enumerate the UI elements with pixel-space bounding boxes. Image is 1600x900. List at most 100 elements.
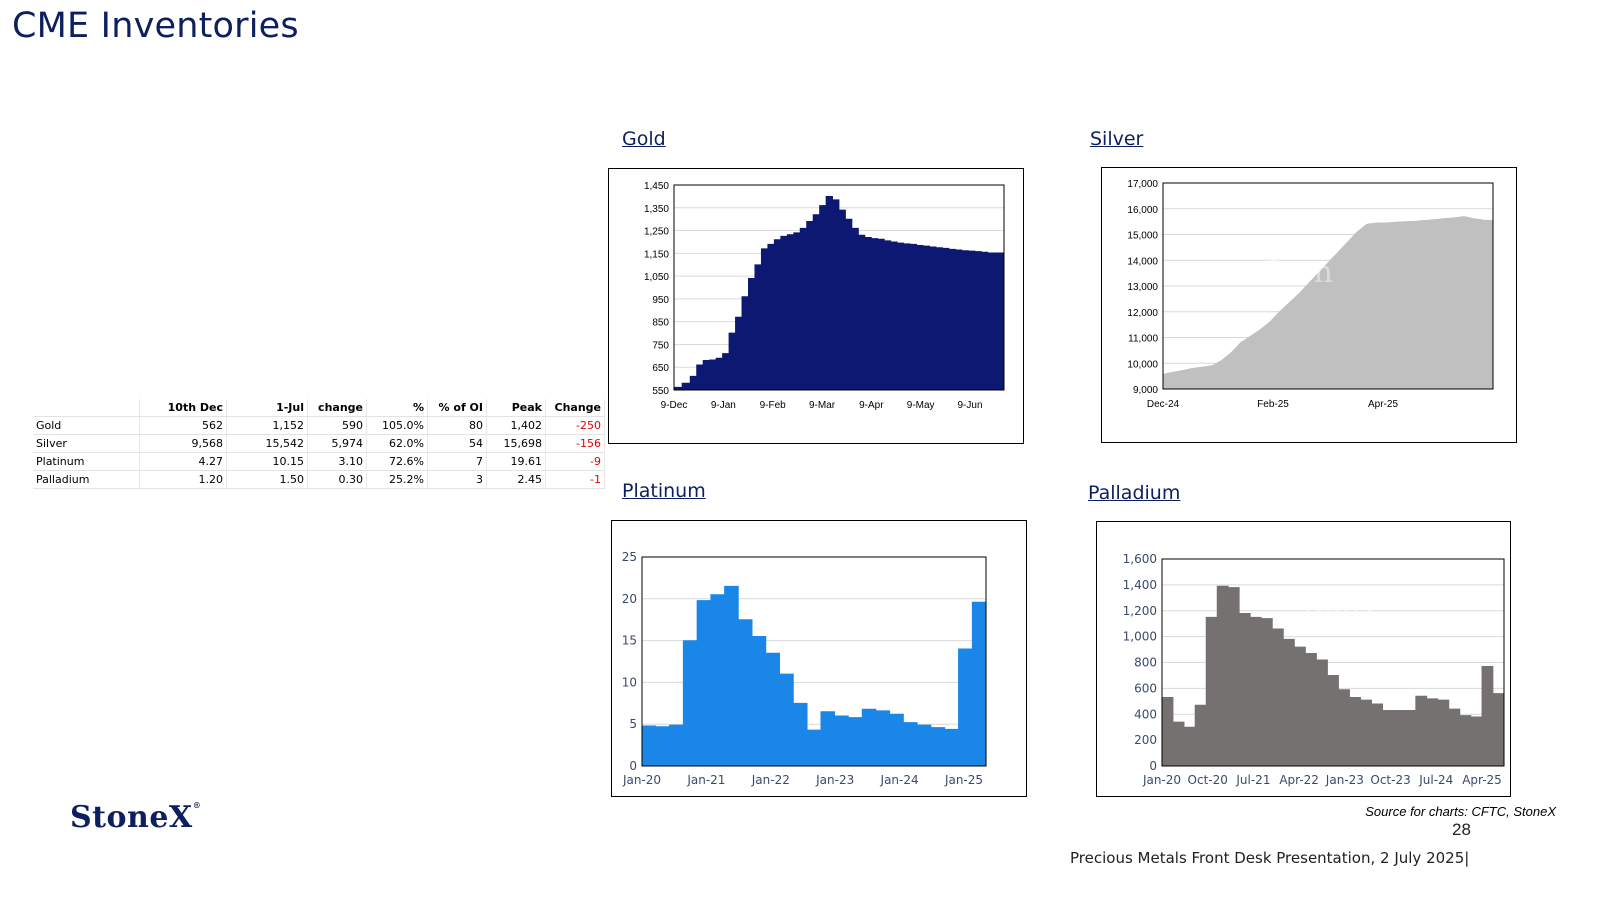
y-tick-label: 5 bbox=[629, 717, 637, 731]
platinum-chart: 0 5 10 15 20 25 oneX Jan-20 Jan-21 Jan-22 Jan-23 Ja… bbox=[611, 520, 1027, 797]
table-cell: 2.45 bbox=[486, 470, 546, 489]
y-tick-label: 17,000 bbox=[1127, 179, 1158, 190]
table-cell: 1,402 bbox=[486, 416, 546, 435]
table-cell: 80 bbox=[427, 416, 487, 435]
x-tick-label: Apr-25 bbox=[1462, 773, 1502, 787]
y-tick-label: 12,000 bbox=[1127, 308, 1158, 319]
y-tick-label: 1,350 bbox=[644, 204, 669, 215]
y-tick-label: 11,000 bbox=[1128, 334, 1158, 345]
gold-chart: 550 650 750 850 950 1,050 1,150 1,250 1,350 1,450… bbox=[608, 168, 1024, 444]
x-tick-label: 9-Jun bbox=[957, 400, 982, 411]
y-tick-label: 13,000 bbox=[1127, 282, 1158, 293]
y-tick-label: 800 bbox=[1134, 656, 1157, 670]
x-tick-label: Jan-24 bbox=[880, 773, 919, 787]
table-cell: 562 bbox=[139, 416, 227, 435]
y-tick-label: 15,000 bbox=[1127, 231, 1158, 242]
table-cell: 25.2% bbox=[366, 470, 428, 489]
table-header: Change bbox=[545, 399, 605, 417]
x-tick-label: Oct-23 bbox=[1370, 773, 1410, 787]
inventory-table: 10th Dec 1-Jul change % % of OI Peak Cha… bbox=[33, 399, 605, 489]
table-row: Silver 9,568 15,542 5,974 62.0% 54 15,69… bbox=[33, 434, 605, 453]
table-cell: 5,974 bbox=[307, 434, 367, 453]
table-row: Platinum 4.27 10.15 3.10 72.6% 7 19.61 -… bbox=[33, 452, 605, 471]
table-cell: 54 bbox=[427, 434, 487, 453]
table-header: 1-Jul bbox=[226, 399, 308, 417]
palladium-chart-title: Palladium bbox=[1088, 482, 1181, 504]
table-cell: 1.50 bbox=[226, 470, 308, 489]
table-row: Gold 562 1,152 590 105.0% 80 1,402 -250 bbox=[33, 416, 605, 435]
table-cell: 7 bbox=[427, 452, 487, 471]
table-cell: 62.0% bbox=[366, 434, 428, 453]
table-cell: Platinum bbox=[33, 452, 140, 471]
table-cell: Gold bbox=[33, 416, 140, 435]
table-cell: 3.10 bbox=[307, 452, 367, 471]
table-cell: 10.15 bbox=[226, 452, 308, 471]
page-title: CME Inventories bbox=[12, 6, 299, 46]
watermark-text: Ston bbox=[1263, 255, 1333, 290]
x-tick-label: Jul-21 bbox=[1235, 773, 1270, 787]
y-tick-label: 950 bbox=[652, 295, 669, 306]
table-cell: -1 bbox=[545, 470, 605, 489]
stonex-logo: StoneX® bbox=[70, 800, 202, 835]
table-cell: 1.20 bbox=[139, 470, 227, 489]
y-tick-label: 850 bbox=[652, 318, 669, 329]
plot-border bbox=[673, 184, 1005, 391]
silver-chart-title: Silver bbox=[1090, 128, 1144, 150]
source-note: Source for charts: CFTC, StoneX bbox=[1365, 804, 1556, 819]
x-tick-label: Feb-25 bbox=[1257, 399, 1289, 410]
x-tick-label: 9-May bbox=[907, 400, 935, 411]
table-cell: 15,542 bbox=[226, 434, 308, 453]
x-tick-label: Jan-22 bbox=[751, 773, 790, 787]
x-tick-label: Jan-20 bbox=[622, 773, 661, 787]
y-tick-label: 750 bbox=[652, 340, 669, 351]
y-tick-label: 200 bbox=[1134, 733, 1157, 747]
y-tick-label: 16,000 bbox=[1127, 205, 1158, 216]
y-tick-label: 1,200 bbox=[1123, 604, 1157, 618]
palladium-chart: 0 200 400 600 800 1,000 1,200 1,400 1,600 oneX Jan… bbox=[1096, 521, 1511, 797]
y-tick-label: 1,150 bbox=[644, 249, 669, 260]
area-series bbox=[1161, 585, 1505, 767]
footer-text: Precious Metals Front Desk Presentation,… bbox=[1070, 849, 1470, 867]
table-header: % of OI bbox=[427, 399, 487, 417]
y-tick-label: 400 bbox=[1134, 707, 1157, 721]
watermark-text: oneX bbox=[786, 595, 863, 630]
table-header bbox=[33, 399, 140, 417]
x-tick-label: 9-Feb bbox=[760, 400, 787, 411]
registered-mark: ® bbox=[192, 800, 202, 810]
area-series bbox=[673, 195, 1005, 391]
table-header-row: 10th Dec 1-Jul change % % of OI Peak Cha… bbox=[33, 399, 605, 417]
y-tick-label: 600 bbox=[1134, 681, 1157, 695]
y-tick-label: 0 bbox=[629, 759, 637, 773]
x-tick-label: Jan-25 bbox=[944, 773, 983, 787]
plot-border bbox=[1161, 558, 1505, 767]
table-cell: 3 bbox=[427, 470, 487, 489]
x-tick-label: Jan-21 bbox=[686, 773, 725, 787]
area-series bbox=[1162, 216, 1494, 390]
y-tick-label: 1,050 bbox=[644, 272, 669, 283]
x-tick-label: 9-Jan bbox=[711, 400, 736, 411]
x-tick-label: Jan-23 bbox=[1325, 773, 1364, 787]
y-tick-label: 1,450 bbox=[644, 181, 669, 192]
table-cell: -250 bbox=[545, 416, 605, 435]
table-cell: 72.6% bbox=[366, 452, 428, 471]
silver-chart: 9,000 10,000 11,000 12,000 13,000 14,000 15,00… bbox=[1101, 167, 1517, 443]
y-tick-label: 10 bbox=[622, 675, 637, 689]
table-cell: Silver bbox=[33, 434, 140, 453]
y-tick-label: 0 bbox=[1149, 759, 1157, 773]
watermark-text: oneX bbox=[1305, 596, 1382, 631]
y-tick-label: 20 bbox=[622, 592, 637, 606]
y-tick-label: 10,000 bbox=[1127, 359, 1158, 370]
table-cell: Palladium bbox=[33, 470, 140, 489]
y-tick-label: 1,250 bbox=[644, 227, 669, 238]
x-tick-label: Jul-24 bbox=[1418, 773, 1453, 787]
table-cell: -156 bbox=[545, 434, 605, 453]
table-cell: -9 bbox=[545, 452, 605, 471]
x-tick-label: Oct-20 bbox=[1188, 773, 1228, 787]
y-tick-label: 15 bbox=[622, 634, 637, 648]
x-tick-label: 9-Dec bbox=[661, 400, 688, 411]
table-cell: 4.27 bbox=[139, 452, 227, 471]
plot-border bbox=[1162, 182, 1494, 390]
area-series bbox=[641, 585, 987, 767]
y-tick-label: 550 bbox=[652, 386, 669, 397]
table-cell: 590 bbox=[307, 416, 367, 435]
